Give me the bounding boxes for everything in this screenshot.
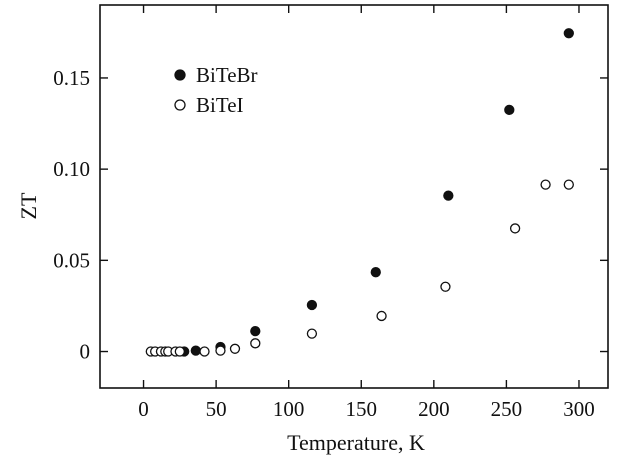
point-bitei (215, 345, 226, 356)
x-tick-label: 250 (491, 397, 523, 421)
point-bitei (540, 179, 551, 190)
point-bitebr (190, 345, 201, 356)
point-bitebr (370, 267, 381, 278)
point-bitei (376, 310, 387, 322)
legend: BiTeBr BiTeI (174, 63, 258, 117)
legend-marker-bitebr (174, 69, 186, 81)
legend-label-bitebr: BiTeBr (196, 63, 258, 87)
plot-frame (99, 4, 609, 389)
x-axis-title: Temperature, K (287, 430, 425, 455)
point-bitei (563, 179, 574, 190)
point-bitei (174, 346, 185, 357)
point-bitei (199, 346, 210, 357)
y-tick-label: 0.10 (53, 157, 90, 181)
y-tick-label: 0 (80, 340, 91, 364)
point-bitebr (306, 299, 318, 311)
point-bitei (509, 223, 521, 234)
point-bitei (440, 281, 451, 292)
point-bitebr (443, 190, 454, 201)
legend-label-bitei: BiTeI (196, 93, 244, 117)
point-bitebr (504, 104, 515, 116)
y-tick-label: 0.05 (53, 248, 90, 272)
point-bitei (250, 338, 261, 349)
y-axis: 0 0.05 0.10 0.15 (53, 66, 608, 364)
x-tick-label: 100 (273, 397, 305, 421)
x-tick-label: 150 (346, 397, 378, 421)
x-tick-label: 200 (418, 397, 450, 421)
point-bitei (306, 328, 318, 339)
x-tick-label: 0 (138, 397, 149, 421)
y-tick-label: 0.15 (53, 66, 90, 90)
point-bitebr (563, 28, 574, 39)
legend-marker-bitei (174, 99, 186, 111)
x-axis: 0 50 100 150 200 250 300 (138, 5, 595, 421)
point-bitei (229, 343, 241, 354)
x-tick-label: 300 (563, 397, 595, 421)
data-points (145, 28, 574, 357)
x-tick-label: 50 (206, 397, 227, 421)
point-bitebr (250, 325, 261, 337)
y-axis-title: ZT (16, 192, 41, 219)
